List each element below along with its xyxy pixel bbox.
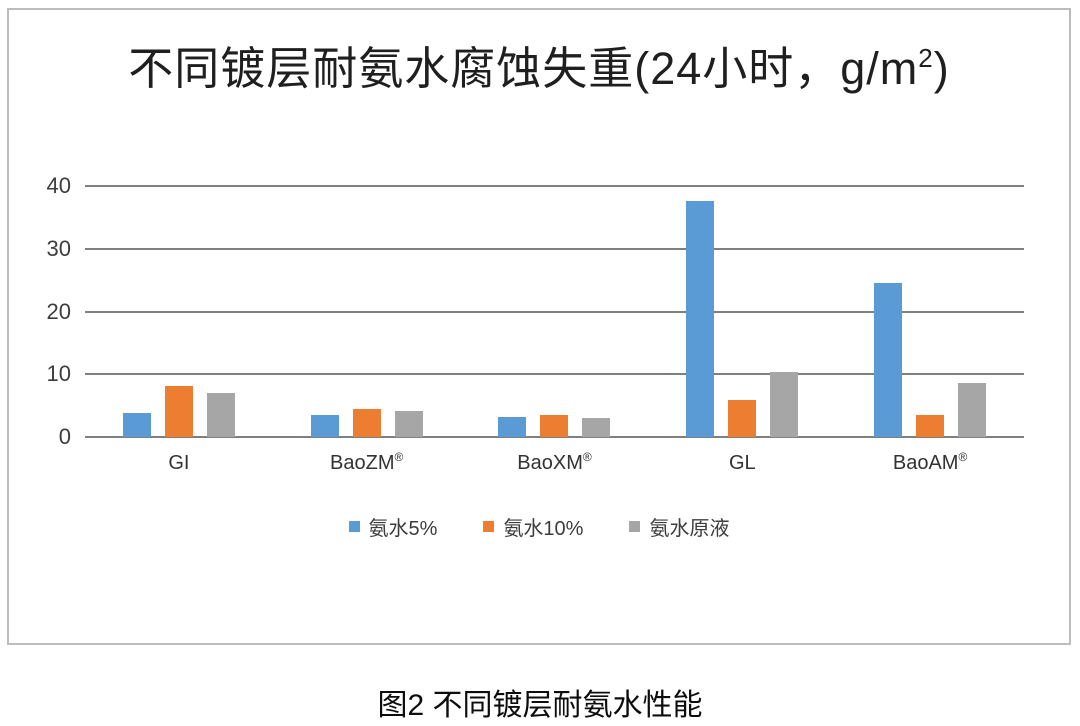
registered-mark: ® (394, 450, 404, 464)
registered-mark: ® (958, 450, 968, 464)
legend-item-ammonia-10pct: 氨水10% (483, 512, 583, 541)
y-tick-label-40: 40 (46, 173, 71, 198)
bar-ammonia-raw-baoxm (582, 418, 611, 437)
legend-item-ammonia-raw: 氨水原液 (629, 512, 729, 541)
chart-title-close: ) (933, 43, 950, 94)
gridline-y20 (85, 310, 1024, 313)
category-label-baoam: BaoAM® (837, 450, 1024, 475)
category-label-text: BaoZM (330, 452, 395, 474)
category-label-baozm: BaoZM® (273, 450, 460, 475)
legend-swatch-icon (629, 521, 641, 532)
bar-ammonia-raw-gl (770, 371, 799, 437)
legend: 氨水5% 氨水10% 氨水原液 (9, 512, 1069, 541)
bar-ammonia-10pct-baoxm (540, 415, 569, 437)
bar-group-baoam (874, 283, 987, 437)
category-label-baoxm: BaoXM® (461, 450, 648, 475)
category-label-text: GL (728, 452, 756, 474)
bar-ammonia-10pct-baozm (352, 409, 381, 437)
bar-group-baozm (310, 409, 423, 437)
bar-ammonia-raw-baozm (394, 411, 423, 437)
gridline-y40 (85, 185, 1024, 187)
bar-group-gi (122, 385, 235, 437)
x-axis-labels: GI BaoZM® BaoXM® GL BaoAM® (85, 450, 1024, 475)
category-label-gl: GL (649, 452, 836, 475)
gridline-y10 (85, 373, 1024, 376)
category-label-text: GI (168, 452, 190, 474)
y-tick-label-0: 0 (58, 424, 71, 449)
chart-title-text: 不同镀层耐氨水腐蚀失重(24小时，g/m (128, 43, 919, 94)
category-label-text: BaoXM (517, 452, 583, 474)
registered-mark: ® (582, 450, 592, 464)
bar-ammonia-10pct-gl (728, 399, 757, 437)
bar-ammonia-5pct-gl (686, 201, 715, 437)
bar-ammonia-raw-baoam (958, 383, 987, 437)
chart-title-superscript: 2 (918, 43, 934, 73)
legend-swatch-icon (483, 521, 495, 532)
legend-label: 氨水5% (368, 518, 438, 540)
bar-ammonia-raw-gi (206, 393, 235, 437)
chart-title: 不同镀层耐氨水腐蚀失重(24小时，g/m2) (9, 32, 1069, 97)
plot-area (85, 185, 1024, 438)
bar-ammonia-5pct-baoam (874, 283, 903, 437)
y-tick-label-30: 30 (46, 235, 71, 261)
bar-group-baoxm (498, 415, 611, 437)
y-axis-labels: 0 10 20 30 40 (9, 173, 71, 449)
bar-ammonia-5pct-baoxm (498, 416, 527, 437)
category-label-gi: GI (85, 452, 272, 475)
category-label-text: BaoAM (892, 452, 959, 474)
y-tick-label-20: 20 (46, 298, 71, 324)
figure-caption: 图2 不同镀层耐氨水性能 (377, 689, 703, 722)
chart-frame: 不同镀层耐氨水腐蚀失重(24小时，g/m2) 0 10 20 30 40 GI BaoZM… (7, 8, 1071, 645)
y-tick-label-10: 10 (46, 361, 71, 387)
x-axis-baseline (85, 436, 1024, 438)
legend-swatch-icon (348, 521, 360, 532)
bar-ammonia-10pct-gi (164, 385, 193, 437)
legend-label: 氨水原液 (649, 518, 730, 540)
gridline-y30 (85, 247, 1024, 250)
bar-ammonia-5pct-baozm (310, 415, 339, 437)
bar-groups (85, 186, 1024, 437)
legend-item-ammonia-5pct: 氨水5% (348, 512, 438, 541)
legend-label: 氨水10% (503, 518, 584, 540)
bar-ammonia-10pct-baoam (916, 415, 945, 437)
bar-group-gl (686, 201, 799, 437)
bar-ammonia-5pct-gi (122, 413, 151, 437)
